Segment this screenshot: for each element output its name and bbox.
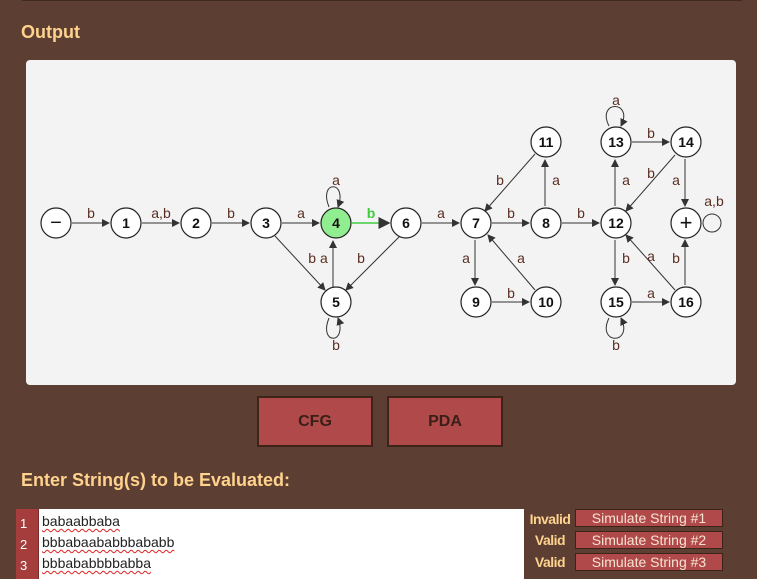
result-badge: Valid [528,554,572,570]
state-label: 3 [262,215,270,231]
line-number: 3 [20,558,28,573]
state-2 [180,207,212,239]
transition-label: b [577,205,585,221]
cfg-button[interactable]: CFG [257,396,373,447]
transition-label: a [647,248,655,264]
state-13 [600,126,632,158]
state-4-active [320,207,352,239]
transition-label: a [517,250,525,266]
line-number: 1 [20,516,28,531]
state-6 [390,207,422,239]
state-final [670,207,702,239]
transition-label: a [672,172,680,188]
state-1 [110,207,142,239]
transition-label: a [612,92,620,108]
transition-label: b [507,205,515,221]
automaton-canvas: b a,b b a a b b a b a b a b a b a b b a … [26,60,736,385]
transition-label: a [622,172,630,188]
pda-button[interactable]: PDA [387,396,503,447]
state-8 [530,207,562,239]
state-label: 9 [472,294,480,310]
state-label: 16 [678,294,694,310]
state-7 [460,207,492,239]
state-start [40,207,72,239]
transition-label: b a [308,250,328,266]
state-label: 6 [402,215,410,231]
state-5 [320,286,352,318]
state-label: 1 [122,215,130,231]
transition-label: b [612,337,620,353]
line-number-gutter: 1 2 3 [16,509,39,579]
state-12 [600,207,632,239]
transition-label: b [357,250,365,266]
result-badge: Valid [528,532,572,548]
transition-label: a [297,205,305,221]
state-label: 15 [608,294,624,310]
string-editor[interactable]: 1 2 3 babaabbaba bbbabaababbbababb bbbab… [16,509,524,579]
transition-label: b [227,205,235,221]
state-label: 10 [538,294,554,310]
transition-label: a,b [151,205,171,221]
result-text: Valid [534,532,566,548]
automaton-graph: b a,b b a a b b a b a b a b a b a b b a … [40,92,724,353]
simulate-string-1-button[interactable]: Simulate String #1 [575,509,723,527]
state-label: − [50,212,62,234]
state-label: 11 [539,134,554,150]
transition-label: b [672,250,680,266]
simulate-string-3-button[interactable]: Simulate String #3 [575,553,723,571]
result-text: Invalid [529,511,571,527]
state-16 [670,286,702,318]
result-text: Valid [534,554,566,570]
state-label: 7 [472,215,480,231]
state-14 [670,126,702,158]
state-label: 14 [678,134,694,150]
transition-label: b [507,285,515,301]
transition-label: b [647,125,655,141]
strings-heading: Enter String(s) to be Evaluated: [21,470,291,490]
line-number: 2 [20,537,28,552]
state-label: 2 [192,215,200,231]
transition-label: b [332,337,340,353]
state-9 [460,286,492,318]
transition-label: a [552,172,560,188]
transition-label: a [437,205,445,221]
state-15 [600,286,632,318]
transition-label: b [87,205,95,221]
state-label: 13 [608,134,624,150]
input-string[interactable]: bbbababbbbabba [42,555,152,571]
result-badge: Invalid [528,511,572,527]
input-string[interactable]: babaabbaba [42,513,120,529]
transition-label: a [647,285,655,301]
input-string[interactable]: bbbabaababbbababb [42,534,175,550]
state-label: 12 [608,215,624,231]
transition-label: a [332,172,340,188]
output-title: Output [21,22,80,42]
state-11 [530,126,562,158]
transition-labels: b a,b b a a b b a b a b a b a b a b b a … [87,92,724,353]
state-10 [530,286,562,318]
transition-label: b [622,250,630,266]
transition-label: a,b [704,193,724,209]
state-3 [250,207,282,239]
simulate-string-2-button[interactable]: Simulate String #2 [575,531,723,549]
transition-label: b [496,172,504,188]
state-label: 8 [542,215,550,231]
top-divider [22,0,742,1]
transition-label-active: b [367,205,376,221]
transition-label: a [462,250,470,266]
state-label: + [680,210,693,235]
transition-label: b [647,165,655,181]
state-label: 4 [332,215,340,231]
state-label: 5 [332,294,340,310]
